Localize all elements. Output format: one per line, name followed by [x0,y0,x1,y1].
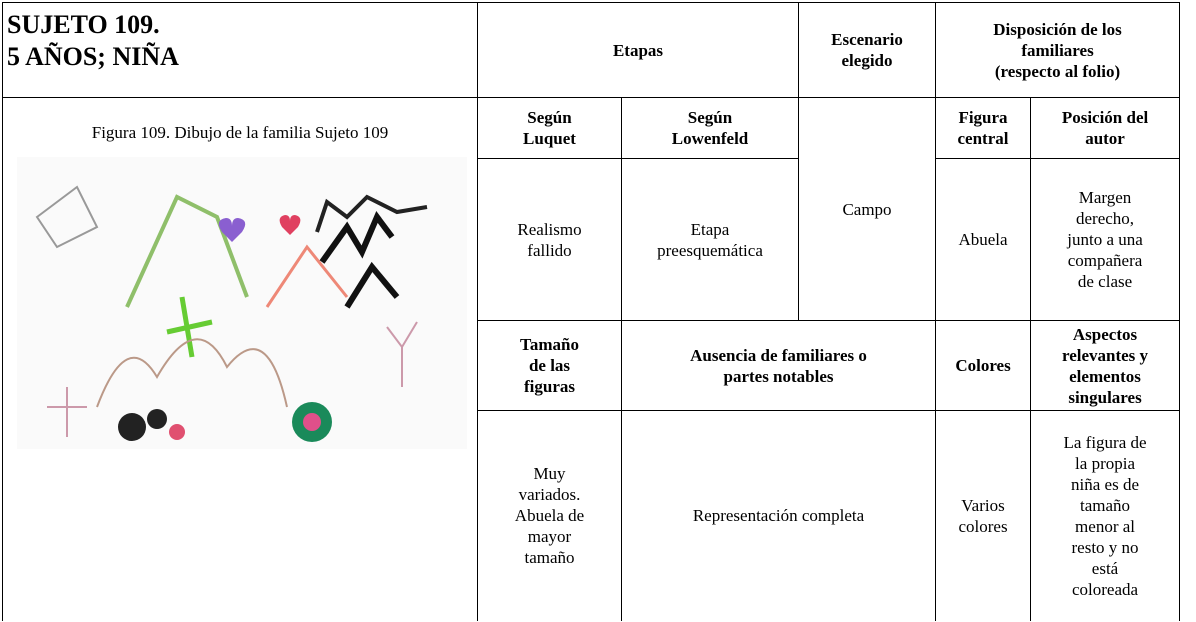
cell-text: SUJETO 109. [7,10,160,39]
body-cell: La figura de la propia niña es de tamaño men… [1030,410,1181,621]
header-cell: Ausencia de familiares o partes notables [620,320,937,411]
cell-text: elementos [1069,366,1141,386]
cell-text: Realismo [517,219,582,239]
cell-text: mayor [527,527,572,547]
cell-text: (respecto al folio) [994,61,1121,81]
cell-text: singulares [1068,387,1142,407]
cell-text: de las [528,356,571,375]
cell-text: autor [1085,129,1125,148]
cell-text: Etapas [612,40,664,60]
cell-text: Margen [1078,188,1132,207]
header-cell: Escenario elegido [798,2,937,98]
subject-title: SUJETO 109. 5 AÑOS; NIÑA [2,2,478,98]
body-cell: Representación completa [620,410,937,621]
cell-text: menor al [1075,516,1135,536]
cell-text: Tamaño [520,335,579,354]
cell-text: Varios [961,495,1005,515]
cell-text: preesquemática [657,240,763,260]
cell-text: Ausencia de familiares o [690,345,867,365]
cell-text: derecho, [1075,209,1135,228]
header-cell: Figura central [935,97,1032,159]
cell-text: resto y no [1071,537,1139,557]
body-cell: Realismo fallido [477,158,622,321]
cell-text: elegido [841,51,893,70]
header-cell: Posición del autor [1030,97,1181,159]
cell-text: Según [527,108,572,127]
body-cell: Margen derecho, junto a una compañera de cla… [1030,158,1181,321]
body-cell: Etapa preesquemática [620,158,800,321]
cell-text: Etapa [690,219,730,239]
figure-cell: Figura 109. Dibujo de la familia Sujeto … [2,97,478,621]
cell-text: central [957,129,1009,148]
cell-text: compañera [1067,251,1143,270]
cell-text: relevantes y [1061,345,1149,365]
header-cell: Según Luquet [477,97,622,159]
cell-text: figuras [524,377,575,396]
header-cell: Según Lowenfeld [620,97,800,159]
cell-text: niña es de [1071,474,1140,494]
body-cell: Muy variados. Abuela de mayor tamaño [477,410,622,621]
header-cell: Etapas [476,2,800,98]
cell-text: Campo [842,199,892,219]
body-cell: Abuela [935,158,1032,321]
cell-text: Según [687,108,733,127]
cell-text: fallido [527,240,572,260]
cell-text: Posición del [1061,108,1149,127]
cell-text: está [1091,558,1119,578]
cell-text: Aspectos [1072,324,1138,344]
cell-text: Abuela de [514,506,585,526]
cell-text: variados. [518,485,581,505]
cell-text: coloreada [1071,579,1139,599]
body-cell: Campo [798,97,937,321]
cell-text: Escenario [831,30,903,49]
cell-text: Colores [955,356,1011,375]
cell-text: familiares [1021,40,1094,60]
cell-text: partes notables [723,366,834,386]
cell-text: Representación completa [692,506,865,526]
cell-text: Muy [533,464,566,484]
figure-caption: Figura 109. Dibujo de la familia Sujeto … [91,123,389,142]
header-cell: Tamaño de las figuras [477,320,622,411]
header-cell: Aspectos relevantes y elementos singulares [1030,320,1181,411]
cell-text: colores [958,516,1008,536]
cell-text: Abuela [958,230,1008,249]
cell-text: La figura de [1063,432,1147,452]
cell-text: tamaño [1080,495,1131,515]
drawing [17,157,467,449]
cell-text: de clase [1077,272,1133,291]
cell-text: la propia [1075,453,1135,473]
cell-text: junto a una [1067,230,1143,249]
header-cell: Disposición de los familiares (respecto al… [935,2,1181,98]
header-cell: Colores [935,320,1032,411]
cell-text: Luquet [523,129,576,148]
cell-text: tamaño [524,548,575,568]
cell-text: Figura [958,108,1008,127]
body-cell: Varios colores [935,410,1032,621]
cell-text: Disposición de los [993,19,1122,39]
cell-text: Lowenfeld [671,129,749,148]
cell-text: 5 AÑOS; NIÑA [7,42,179,71]
